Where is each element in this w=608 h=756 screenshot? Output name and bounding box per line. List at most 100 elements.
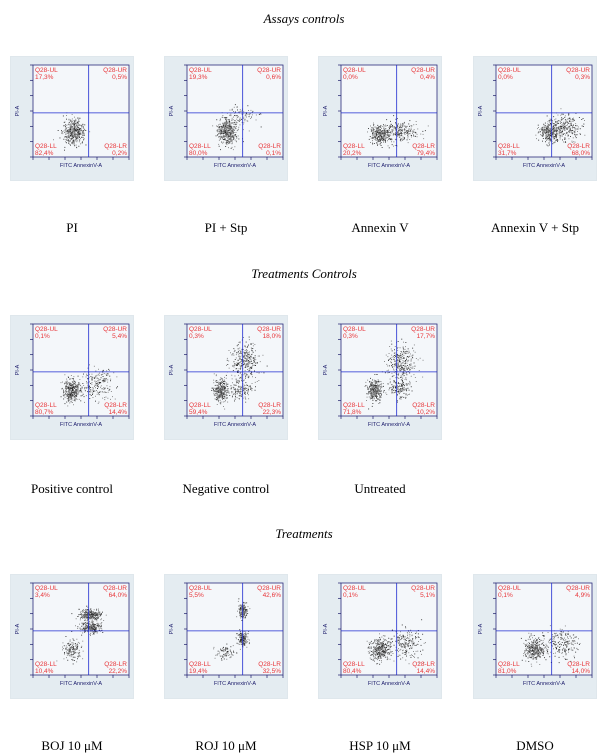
quadrant-ul-value: 5,5% bbox=[189, 592, 204, 599]
quadrant-ll-name: Q28-LL bbox=[343, 661, 365, 668]
quadrant-ll-value: 10,4% bbox=[35, 668, 54, 675]
quadrant-ur-value: 17,7% bbox=[417, 333, 436, 340]
x-axis-label: FITC AnnexinV-A bbox=[214, 422, 257, 428]
quadrant-ll-value: 59,4% bbox=[189, 409, 208, 416]
quadrant-lr-name: Q28-LR bbox=[258, 661, 281, 668]
panel-label: PI + Stp bbox=[204, 220, 248, 235]
quadrant-ul-name: Q28-UL bbox=[343, 585, 366, 592]
quadrant-ul-name: Q28-UL bbox=[35, 585, 58, 592]
quadrant-lr-name: Q28-LR bbox=[104, 661, 127, 668]
x-axis-label: FITC AnnexinV-A bbox=[368, 681, 411, 687]
quadrant-ul-value: 0,0% bbox=[343, 74, 358, 81]
quadrant-ll-value: 80,4% bbox=[343, 668, 362, 675]
quadrant-ul-value: 0,3% bbox=[343, 333, 358, 340]
quadrant-ur-value: 0,5% bbox=[112, 74, 127, 81]
quadrant-ur-name: Q28-UR bbox=[103, 585, 127, 592]
quadrant-lr-value: 0,1% bbox=[266, 150, 281, 157]
y-axis-label: PI-A bbox=[323, 364, 329, 375]
quadrant-ur-name: Q28-UR bbox=[257, 326, 281, 333]
y-axis-label: PI-A bbox=[478, 105, 484, 116]
quadrant-lr-name: Q28-LR bbox=[412, 661, 435, 668]
quadrant-lr-name: Q28-LR bbox=[104, 402, 127, 409]
y-axis-label: PI-A bbox=[169, 105, 175, 116]
quadrant-ur-name: Q28-UR bbox=[566, 585, 590, 592]
plot-area bbox=[186, 582, 284, 676]
y-axis-label: PI-A bbox=[15, 105, 21, 116]
quadrant-lr-value: 79,4% bbox=[417, 150, 436, 157]
quadrant-ul-name: Q28-UL bbox=[498, 67, 521, 74]
x-axis-label: FITC AnnexinV-A bbox=[60, 681, 103, 687]
quadrant-ur-value: 18,0% bbox=[263, 333, 282, 340]
quadrant-ll-value: 80,7% bbox=[35, 409, 54, 416]
quadrant-ul-value: 19,3% bbox=[189, 74, 208, 81]
quadrant-ll-name: Q28-LL bbox=[343, 143, 365, 150]
x-axis-label: FITC AnnexinV-A bbox=[214, 163, 257, 169]
quadrant-ll-value: 80,0% bbox=[189, 150, 208, 157]
quadrant-lr-name: Q28-LR bbox=[104, 143, 127, 150]
quadrant-lr-name: Q28-LR bbox=[567, 661, 590, 668]
quadrant-ur-name: Q28-UR bbox=[103, 67, 127, 74]
quadrant-ur-value: 0,6% bbox=[266, 74, 281, 81]
quadrant-ll-name: Q28-LL bbox=[35, 402, 57, 409]
y-axis-label: PI-A bbox=[15, 364, 21, 375]
panel-label: PI bbox=[66, 220, 78, 235]
quadrant-lr-value: 32,5% bbox=[263, 668, 282, 675]
quadrant-ll-name: Q28-LL bbox=[189, 402, 211, 409]
quadrant-lr-name: Q28-LR bbox=[258, 402, 281, 409]
quadrant-ur-name: Q28-UR bbox=[411, 326, 435, 333]
panel-label: BOJ 10 μM bbox=[41, 738, 103, 753]
y-axis-label: PI-A bbox=[169, 623, 175, 634]
quadrant-ul-value: 17,3% bbox=[35, 74, 54, 81]
quadrant-ll-value: 82,4% bbox=[35, 150, 54, 157]
flow-plot-panel: Q28-UL 17,3% Q28-UR 0,5% Q28-LL 82,4% Q28-LR 0,… bbox=[10, 56, 134, 181]
quadrant-ul-name: Q28-UL bbox=[189, 67, 212, 74]
quadrant-ur-name: Q28-UR bbox=[103, 326, 127, 333]
quadrant-ur-name: Q28-UR bbox=[411, 67, 435, 74]
quadrant-ul-name: Q28-UL bbox=[35, 326, 58, 333]
quadrant-ll-name: Q28-LL bbox=[35, 143, 57, 150]
quadrant-lr-value: 14,0% bbox=[572, 668, 591, 675]
quadrant-ll-value: 20,2% bbox=[343, 150, 362, 157]
quadrant-ur-value: 0,3% bbox=[575, 74, 590, 81]
quadrant-ur-value: 5,4% bbox=[112, 333, 127, 340]
quadrant-ll-value: 81,0% bbox=[498, 668, 517, 675]
flow-plot-panel: Q28-UL 0,1% Q28-UR 5,1% Q28-LL 80,4% Q28-LR 14,… bbox=[318, 574, 442, 699]
quadrant-lr-value: 0,2% bbox=[112, 150, 127, 157]
x-axis-label: FITC AnnexinV-A bbox=[523, 681, 566, 687]
quadrant-ul-value: 0,0% bbox=[498, 74, 513, 81]
x-axis-label: FITC AnnexinV-A bbox=[368, 163, 411, 169]
quadrant-ur-value: 4,9% bbox=[575, 592, 590, 599]
quadrant-ul-name: Q28-UL bbox=[343, 67, 366, 74]
section-title: Treatments Controls bbox=[251, 266, 357, 281]
quadrant-ur-value: 42,6% bbox=[263, 592, 282, 599]
x-axis-label: FITC AnnexinV-A bbox=[214, 681, 257, 687]
panel-label: Negative control bbox=[182, 481, 270, 496]
y-axis-label: PI-A bbox=[323, 105, 329, 116]
quadrant-ur-name: Q28-UR bbox=[566, 67, 590, 74]
section-title: Assays controls bbox=[263, 11, 345, 26]
quadrant-lr-value: 14,4% bbox=[109, 409, 128, 416]
quadrant-ll-name: Q28-LL bbox=[343, 402, 365, 409]
panel-label: ROJ 10 μM bbox=[195, 738, 257, 753]
y-axis-label: PI-A bbox=[323, 623, 329, 634]
panel-label: Untreated bbox=[354, 481, 406, 496]
y-axis-label: PI-A bbox=[169, 364, 175, 375]
panel-label: HSP 10 μM bbox=[349, 738, 411, 753]
flow-plot-panel: Q28-UL 0,0% Q28-UR 0,4% Q28-LL 20,2% Q28-LR 79,… bbox=[318, 56, 442, 181]
quadrant-ul-name: Q28-UL bbox=[189, 585, 212, 592]
quadrant-ll-value: 31,7% bbox=[498, 150, 517, 157]
flow-plot-panel: Q28-UL 0,1% Q28-UR 4,9% Q28-LL 81,0% Q28-LR 14,… bbox=[473, 574, 597, 699]
quadrant-ur-name: Q28-UR bbox=[257, 585, 281, 592]
flow-plot-panel: Q28-UL 0,3% Q28-UR 18,0% Q28-LL 59,4% Q28-LR 22… bbox=[164, 315, 288, 440]
flow-plot-panel: Q28-UL 19,3% Q28-UR 0,6% Q28-LL 80,0% Q28-LR 0,… bbox=[164, 56, 288, 181]
plot-area bbox=[340, 64, 438, 158]
